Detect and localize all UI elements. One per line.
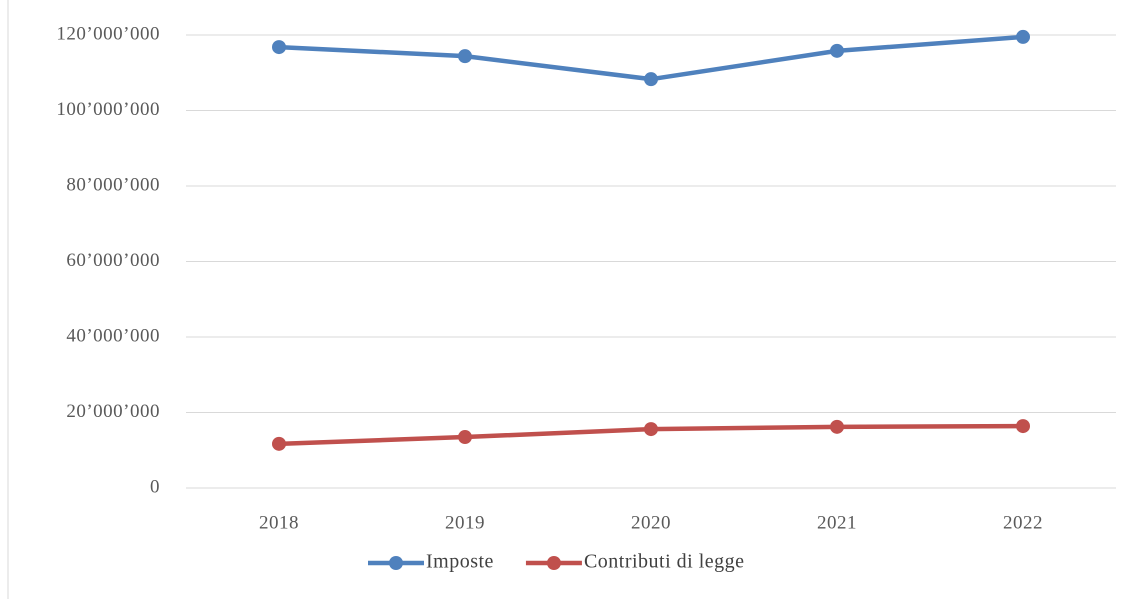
data-point	[458, 430, 472, 445]
y-tick-label: 0	[150, 476, 160, 497]
y-tick-label: 80’000’000	[66, 174, 160, 195]
y-tick-label: 40’000’000	[66, 325, 160, 346]
y-tick-label: 20’000’000	[66, 401, 160, 422]
data-point	[272, 40, 286, 55]
x-tick-label: 2022	[1003, 512, 1043, 533]
legend-marker	[546, 556, 561, 570]
x-tick-label: 2019	[445, 512, 485, 533]
x-tick-label: 2020	[631, 512, 671, 533]
y-tick-label: 120’000’000	[56, 23, 160, 44]
x-tick-label: 2018	[259, 512, 299, 533]
data-point	[644, 72, 658, 87]
legend-marker	[389, 556, 403, 570]
legend-label: Contributi di legge	[584, 551, 745, 573]
data-point	[272, 436, 286, 451]
y-tick-label: 100’000’000	[56, 99, 160, 120]
y-tick-label: 60’000’000	[66, 250, 160, 271]
data-point	[644, 422, 658, 437]
data-point	[830, 419, 844, 434]
data-point	[830, 43, 844, 58]
x-tick-label: 2021	[817, 512, 857, 533]
data-point	[1016, 419, 1030, 434]
legend-label: Imposte	[426, 551, 494, 573]
data-point	[1016, 29, 1030, 44]
data-point	[458, 49, 472, 64]
